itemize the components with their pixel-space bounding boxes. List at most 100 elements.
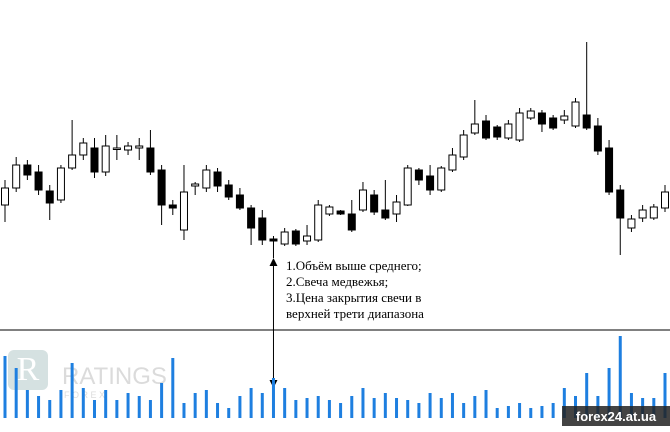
candle-body — [616, 189, 625, 219]
candle-body — [269, 238, 278, 242]
volume-bar — [104, 390, 108, 418]
volume-bar — [327, 400, 331, 418]
candle-body — [157, 169, 166, 206]
candle-body — [549, 117, 558, 129]
volume-bar — [395, 398, 399, 418]
volume-bar — [182, 403, 186, 418]
volume-bar — [484, 390, 488, 418]
candle-body — [515, 112, 524, 141]
volume-bar — [305, 398, 309, 418]
volume-bar — [663, 373, 667, 418]
candle-body — [56, 167, 65, 201]
candle-body — [560, 115, 569, 121]
candle-body — [605, 147, 614, 193]
candle-body — [247, 207, 256, 229]
volume-bar — [59, 390, 63, 418]
candle-body — [358, 189, 367, 211]
volume-bar — [417, 403, 421, 418]
candle-body — [224, 184, 233, 198]
volume-bar — [428, 393, 432, 418]
volume-bar — [148, 400, 152, 418]
candle-body — [381, 209, 390, 219]
candle-body — [370, 194, 379, 213]
candle-body — [482, 120, 491, 139]
candle-body — [426, 175, 435, 191]
candle-body — [124, 145, 133, 151]
candle-body — [90, 147, 99, 173]
volume-bar — [115, 400, 119, 418]
candle-body — [392, 201, 401, 215]
volume-bar — [629, 393, 633, 418]
candle-body — [314, 204, 323, 241]
volume-bar — [294, 400, 298, 418]
candle-body — [336, 210, 345, 215]
candle-body — [627, 218, 636, 229]
candle-body — [414, 169, 423, 181]
volume-bar — [249, 388, 253, 418]
logo: R RATINGS F O R E X — [8, 350, 167, 400]
volume-bar — [361, 388, 365, 418]
volume-bar — [518, 403, 522, 418]
annotation: 3.Цена закрытия свечи в — [286, 290, 421, 305]
volume-bar — [350, 396, 354, 418]
volume-bar — [339, 403, 343, 418]
volume-bar — [495, 408, 499, 418]
site-bg — [562, 406, 670, 426]
candle-body — [582, 114, 591, 129]
annotation: 2.Свеча медвежья; — [286, 274, 388, 289]
candle-body — [403, 167, 412, 206]
candle-body — [23, 164, 32, 176]
volume-bar — [227, 408, 231, 418]
candle-body — [101, 145, 110, 173]
volume-bar — [70, 363, 74, 418]
volume-bar — [92, 400, 96, 418]
candle-body — [135, 145, 144, 149]
volume-bar — [81, 388, 85, 418]
volume-bar — [271, 378, 275, 418]
candle-body — [649, 206, 658, 219]
candle-body — [280, 231, 289, 245]
candle-body — [448, 154, 457, 171]
candle-body — [638, 209, 647, 219]
volume-bar — [473, 396, 477, 418]
candle-body — [470, 123, 479, 134]
candle-body — [179, 191, 188, 231]
candle-body — [79, 142, 88, 156]
volume-bar — [551, 403, 555, 418]
volume-bar — [585, 373, 589, 418]
volume-bar — [216, 403, 220, 418]
candle-body — [202, 169, 211, 189]
candle-body — [213, 171, 222, 187]
candle-body — [303, 235, 312, 242]
volume-bar — [238, 396, 242, 418]
volume-bar — [14, 368, 18, 418]
volume-bar — [171, 358, 175, 418]
volume-bar — [372, 398, 376, 418]
candle-body — [437, 167, 446, 191]
annotation: 1.Объём выше среднего; — [286, 258, 422, 273]
candle-body — [45, 190, 54, 204]
volume-bar — [562, 388, 566, 418]
candle-body — [459, 134, 468, 158]
candle-body — [12, 164, 21, 189]
volume-bar — [383, 393, 387, 418]
candle-body — [504, 123, 513, 139]
volume-bar — [126, 393, 130, 418]
candle-body — [493, 126, 502, 138]
volume-bar — [618, 336, 622, 418]
volume-bar — [204, 390, 208, 418]
candle-body — [191, 183, 200, 187]
candle-body — [112, 147, 121, 150]
candle-body — [571, 101, 580, 127]
candle-body — [146, 147, 155, 173]
volume-bar — [462, 403, 466, 418]
candle-body — [661, 191, 669, 209]
volume-bar — [25, 390, 29, 418]
candle-body — [1, 187, 9, 206]
annotation: верхней трети диапазона — [286, 306, 424, 321]
volume-bar — [48, 400, 52, 418]
candle-body — [526, 110, 535, 119]
candle-body — [168, 204, 177, 209]
candle-body — [34, 171, 43, 191]
